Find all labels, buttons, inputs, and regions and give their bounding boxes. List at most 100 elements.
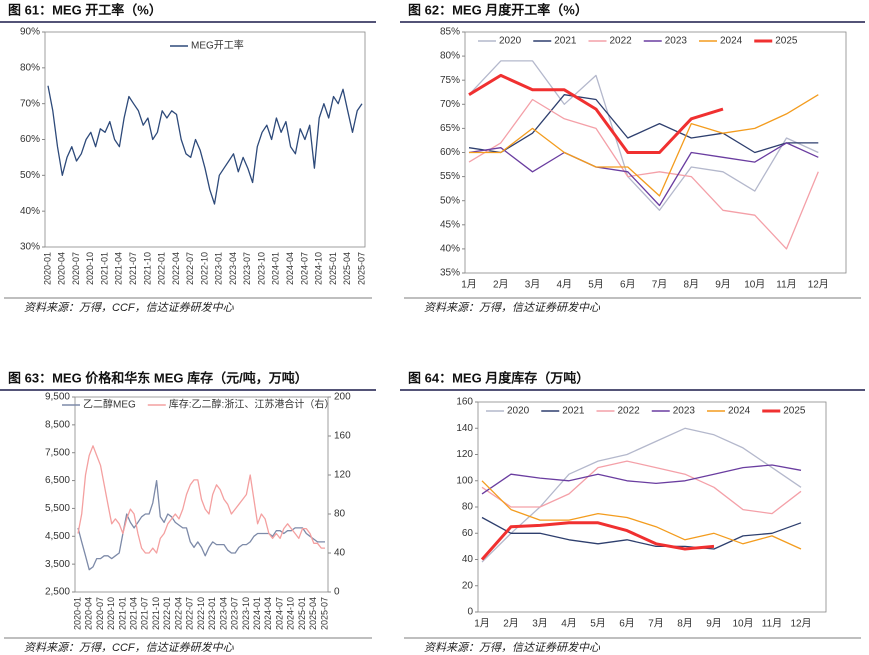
y-tick-label: 40 <box>462 554 474 565</box>
x-tick-label: 2020-07 <box>95 597 105 630</box>
x-tick-label: 2021-01 <box>99 252 109 285</box>
x-tick-label: 2023-01 <box>207 597 217 630</box>
x-tick-label: 2022-04 <box>171 252 181 285</box>
x-tick-label: 2023-04 <box>218 597 228 630</box>
x-tick-label: 5月 <box>588 279 604 291</box>
series-line <box>481 460 802 515</box>
x-tick-label: 2025-07 <box>319 597 329 630</box>
x-tick-label: 2022-01 <box>162 597 172 630</box>
x-tick-label: 2024-10 <box>286 597 296 630</box>
legend-label: 2020 <box>507 406 530 417</box>
y-tick-label: 80 <box>462 502 474 513</box>
y-tick-label: 7,500 <box>45 447 70 458</box>
x-tick-label: 2020-01 <box>72 597 82 630</box>
y-tick-label: 0 <box>467 607 473 618</box>
x-tick-label: 4月 <box>556 279 572 291</box>
x-tick-label: 2024-04 <box>285 252 295 285</box>
series-line <box>481 480 802 550</box>
x-tick-label: 2022-10 <box>199 252 209 285</box>
source-note: 资料来源：万得，CCF，信达证券研发中心 <box>24 641 235 654</box>
y-tick-label: 9,500 <box>45 392 70 403</box>
y-tick-label: 65% <box>440 123 460 134</box>
x-tick-label: 2023-10 <box>241 597 251 630</box>
x-tick-label: 2月 <box>503 618 519 630</box>
series-line <box>468 73 724 154</box>
chart-title: 图 64：MEG 月度库存（万吨） <box>408 370 589 385</box>
series-line <box>469 94 819 197</box>
x-tick-label: 2025-04 <box>308 597 318 630</box>
x-tick-label: 2月 <box>493 279 509 291</box>
x-tick-label: 2020-07 <box>71 252 81 285</box>
x-tick-label: 2022-04 <box>173 597 183 630</box>
y-tick-label: 3,500 <box>45 559 70 570</box>
x-tick-label: 2022-07 <box>185 252 195 285</box>
legend-label: 乙二醇MEG <box>83 398 136 411</box>
series-line <box>468 60 819 211</box>
legend-label: 2022 <box>618 406 641 417</box>
x-tick-label: 2020-01 <box>42 252 52 285</box>
x-tick-label: 2024-07 <box>274 597 284 630</box>
series-line <box>468 142 819 207</box>
x-tick-label: 3月 <box>525 279 541 291</box>
x-tick-label: 2024-10 <box>314 252 324 285</box>
x-tick-label: 2020-04 <box>57 252 67 285</box>
legend-label: 2024 <box>728 406 751 417</box>
x-tick-label: 2022-07 <box>185 597 195 630</box>
y2-tick-label: 0 <box>334 587 340 598</box>
x-tick-label: 7月 <box>652 279 668 291</box>
x-tick-label: 6月 <box>620 279 636 291</box>
x-tick-label: 12月 <box>808 279 829 291</box>
x-tick-label: 2024-01 <box>252 597 262 630</box>
chart-title: 图 61：MEG 开工率（%） <box>8 2 162 17</box>
y-tick-label: 35% <box>440 268 460 279</box>
y-tick-label: 45% <box>440 219 460 230</box>
x-tick-label: 11月 <box>762 618 782 630</box>
legend-label: 2022 <box>610 36 633 47</box>
x-tick-label: 8月 <box>683 279 699 291</box>
x-tick-label: 2025-07 <box>356 252 366 285</box>
x-tick-label: 6月 <box>619 618 635 630</box>
series-line <box>468 98 819 250</box>
y-tick-label: 2,500 <box>45 587 70 598</box>
x-tick-label: 2022-10 <box>196 597 206 630</box>
x-tick-label: 5月 <box>590 618 606 630</box>
legend-label: 2024 <box>720 36 743 47</box>
x-tick-label: 2020-10 <box>85 252 95 285</box>
legend-label: 2023 <box>665 36 688 47</box>
x-tick-label: 2020-10 <box>106 597 116 630</box>
series-line <box>481 464 802 495</box>
y-tick-label: 85% <box>440 27 460 38</box>
series-line <box>47 85 363 205</box>
x-tick-label: 2023-01 <box>214 252 224 285</box>
x-tick-label: 2021-04 <box>129 597 139 630</box>
y-tick-label: 140 <box>456 423 473 434</box>
x-tick-label: 2021-07 <box>128 252 138 285</box>
x-tick-label: 12月 <box>790 618 811 630</box>
x-tick-label: 3月 <box>532 618 548 630</box>
x-tick-label: 2021-01 <box>117 597 127 630</box>
source-note: 资料来源：万得，信达证券研发中心 <box>424 641 601 654</box>
x-tick-label: 2023-07 <box>230 597 240 630</box>
legend-label: 2025 <box>783 406 806 417</box>
chart-title: 图 63：MEG 价格和华东 MEG 库存（元/吨，万吨） <box>8 370 308 385</box>
y-tick-label: 60% <box>20 134 40 145</box>
y-tick-label: 50% <box>440 195 460 206</box>
source-note: 资料来源：万得，信达证券研发中心 <box>424 301 601 314</box>
y-tick-label: 75% <box>440 75 460 86</box>
y2-tick-label: 200 <box>334 392 351 403</box>
x-tick-label: 9月 <box>715 279 731 291</box>
y-tick-label: 80% <box>440 51 460 62</box>
legend-label: MEG开工率 <box>191 39 244 52</box>
x-tick-label: 2025-04 <box>342 252 352 285</box>
series-line <box>77 445 325 554</box>
legend-label: 2021 <box>562 406 585 417</box>
x-tick-label: 2025-01 <box>297 597 307 630</box>
x-tick-label: 2025-01 <box>328 252 338 285</box>
x-tick-label: 8月 <box>677 618 693 630</box>
y-tick-label: 55% <box>440 171 460 182</box>
legend-label: 库存:乙二醇:浙江、江苏港合计（右） <box>169 398 335 411</box>
y-tick-label: 80% <box>20 62 40 73</box>
series-line <box>480 521 715 561</box>
x-tick-label: 2024-01 <box>271 252 281 285</box>
y-tick-label: 60% <box>440 147 460 158</box>
